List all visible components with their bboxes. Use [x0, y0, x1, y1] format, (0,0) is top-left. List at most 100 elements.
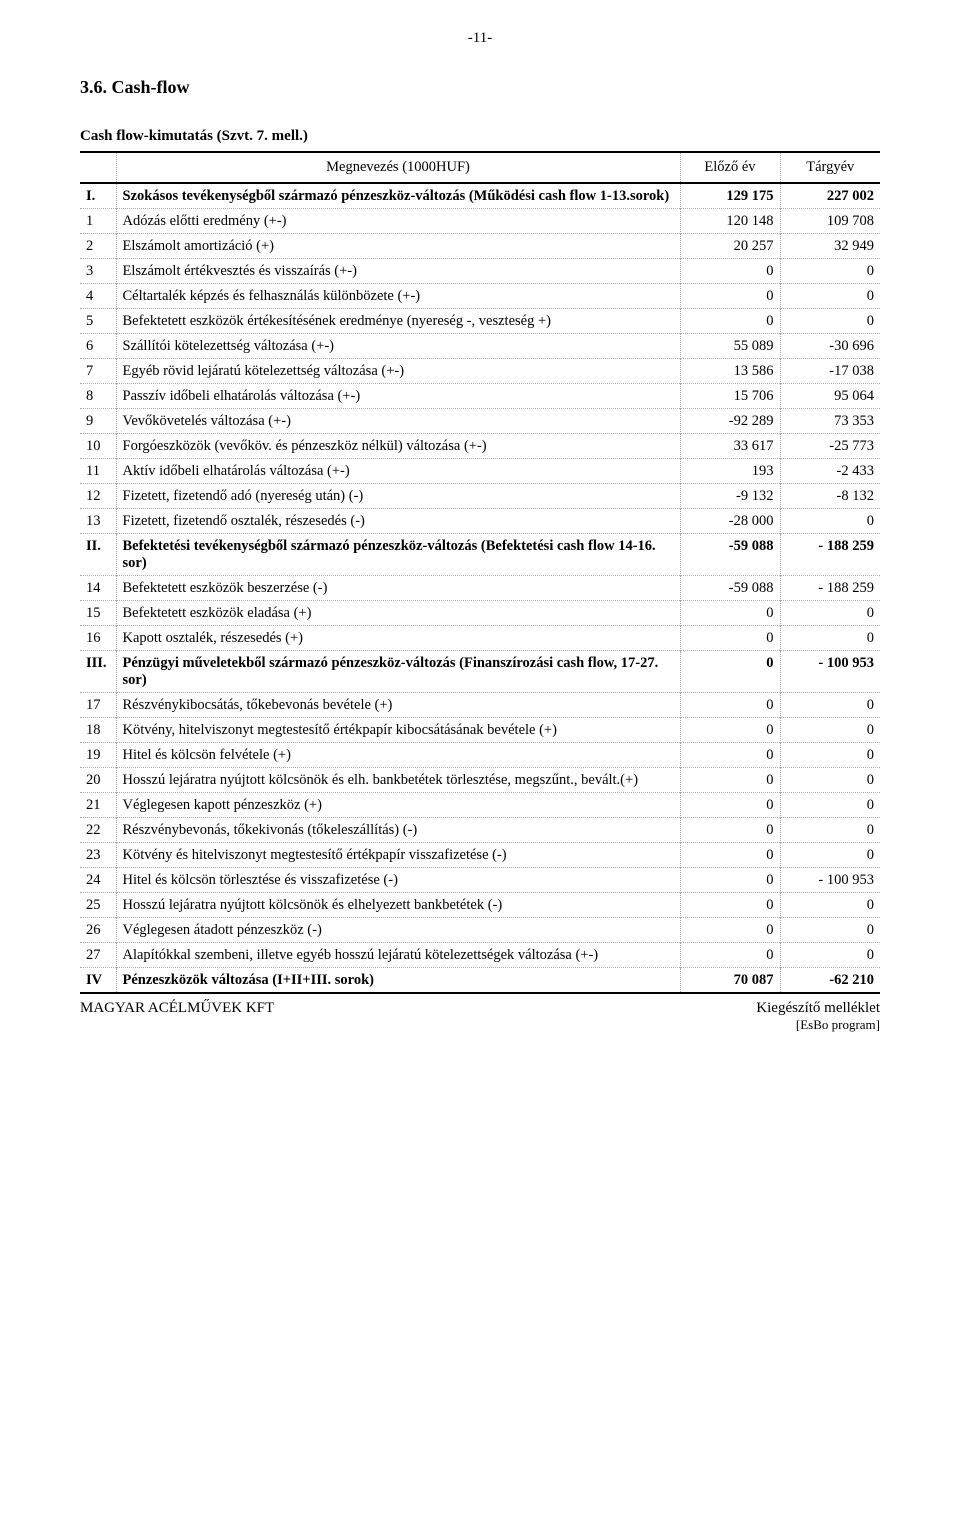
row-number: 14 [80, 576, 116, 601]
table-row: 7Egyéb rövid lejáratú kötelezettség vált… [80, 359, 880, 384]
row-label: Hosszú lejáratra nyújtott kölcsönök és e… [116, 768, 680, 793]
row-label: Pénzügyi műveletekből származó pénzeszkö… [116, 651, 680, 693]
table-row: 26Véglegesen átadott pénzeszköz (-)00 [80, 918, 880, 943]
row-curr: -30 696 [780, 334, 880, 359]
table-row: I.Szokásos tevékenységből származó pénze… [80, 183, 880, 209]
row-curr: 0 [780, 768, 880, 793]
table-row: 18Kötvény, hitelviszonyt megtestesítő ér… [80, 718, 880, 743]
row-curr: 95 064 [780, 384, 880, 409]
row-label: Passzív időbeli elhatárolás változása (+… [116, 384, 680, 409]
row-number: III. [80, 651, 116, 693]
row-label: Aktív időbeli elhatárolás változása (+-) [116, 459, 680, 484]
section-heading: 3.6. Cash-flow [80, 77, 880, 98]
row-number: IV [80, 968, 116, 994]
row-curr: 73 353 [780, 409, 880, 434]
row-curr: 0 [780, 693, 880, 718]
row-prev: 0 [680, 893, 780, 918]
row-prev: 0 [680, 718, 780, 743]
row-curr: 0 [780, 893, 880, 918]
row-number: 27 [80, 943, 116, 968]
row-number: I. [80, 183, 116, 209]
row-prev: -92 289 [680, 409, 780, 434]
row-prev: 55 089 [680, 334, 780, 359]
row-curr: 227 002 [780, 183, 880, 209]
table-row: 9Vevőkövetelés változása (+-)-92 28973 3… [80, 409, 880, 434]
table-title: Cash flow-kimutatás (Szvt. 7. mell.) [80, 128, 880, 145]
row-curr: -62 210 [780, 968, 880, 994]
row-prev: 0 [680, 284, 780, 309]
row-number: 4 [80, 284, 116, 309]
row-curr: 0 [780, 918, 880, 943]
table-row: 21Véglegesen kapott pénzeszköz (+)00 [80, 793, 880, 818]
table-row: 4Céltartalék képzés és felhasználás külö… [80, 284, 880, 309]
row-curr: 0 [780, 259, 880, 284]
row-prev: -9 132 [680, 484, 780, 509]
row-label: Kötvény, hitelviszonyt megtestesítő érté… [116, 718, 680, 743]
row-label: Hosszú lejáratra nyújtott kölcsönök és e… [116, 893, 680, 918]
table-row: 15Befektetett eszközök eladása (+)00 [80, 601, 880, 626]
row-prev: 0 [680, 818, 780, 843]
row-prev: 0 [680, 309, 780, 334]
row-label: Adózás előtti eredmény (+-) [116, 209, 680, 234]
row-number: 21 [80, 793, 116, 818]
row-curr: -2 433 [780, 459, 880, 484]
row-label: Vevőkövetelés változása (+-) [116, 409, 680, 434]
row-prev: -59 088 [680, 576, 780, 601]
row-number: 8 [80, 384, 116, 409]
table-row: 14Befektetett eszközök beszerzése (-)-59… [80, 576, 880, 601]
table-row: 27Alapítókkal szembeni, illetve egyéb ho… [80, 943, 880, 968]
row-prev: 0 [680, 743, 780, 768]
row-number: 17 [80, 693, 116, 718]
row-label: Befektetett eszközök eladása (+) [116, 601, 680, 626]
row-prev: 0 [680, 693, 780, 718]
row-curr: 0 [780, 718, 880, 743]
row-prev: -28 000 [680, 509, 780, 534]
row-number: 19 [80, 743, 116, 768]
header-prev: Előző év [680, 152, 780, 183]
table-row: II.Befektetési tevékenységből származó p… [80, 534, 880, 576]
row-label: Befektetési tevékenységből származó pénz… [116, 534, 680, 576]
row-label: Pénzeszközök változása (I+II+III. sorok) [116, 968, 680, 994]
row-prev: 0 [680, 793, 780, 818]
cash-flow-table: Megnevezés (1000HUF) Előző év Tárgyév I.… [80, 151, 880, 994]
table-row: 19Hitel és kölcsön felvétele (+)00 [80, 743, 880, 768]
row-curr: 0 [780, 793, 880, 818]
row-label: Céltartalék képzés és felhasználás külön… [116, 284, 680, 309]
row-curr: 0 [780, 818, 880, 843]
row-number: 2 [80, 234, 116, 259]
row-curr: 0 [780, 284, 880, 309]
row-prev: 0 [680, 943, 780, 968]
row-label: Részvénykibocsátás, tőkebevonás bevétele… [116, 693, 680, 718]
row-prev: 0 [680, 868, 780, 893]
table-body: I.Szokásos tevékenységből származó pénze… [80, 183, 880, 993]
table-row: 6Szállítói kötelezettség változása (+-)5… [80, 334, 880, 359]
row-number: 12 [80, 484, 116, 509]
row-number: 10 [80, 434, 116, 459]
row-label: Elszámolt értékvesztés és visszaírás (+-… [116, 259, 680, 284]
table-row: 25Hosszú lejáratra nyújtott kölcsönök és… [80, 893, 880, 918]
table-row: 24Hitel és kölcsön törlesztése és vissza… [80, 868, 880, 893]
row-prev: 20 257 [680, 234, 780, 259]
table-row: 12Fizetett, fizetendő adó (nyereség után… [80, 484, 880, 509]
row-label: Elszámolt amortizáció (+) [116, 234, 680, 259]
row-label: Véglegesen átadott pénzeszköz (-) [116, 918, 680, 943]
row-number: 9 [80, 409, 116, 434]
footer-sub: [EsBo program] [756, 1017, 880, 1033]
row-number: 16 [80, 626, 116, 651]
row-number: 24 [80, 868, 116, 893]
row-prev: 70 087 [680, 968, 780, 994]
row-curr: -17 038 [780, 359, 880, 384]
row-prev: 0 [680, 259, 780, 284]
table-row: 5Befektetett eszközök értékesítésének er… [80, 309, 880, 334]
row-label: Kötvény és hitelviszonyt megtestesítő ér… [116, 843, 680, 868]
table-row: 17Részvénykibocsátás, tőkebevonás bevéte… [80, 693, 880, 718]
row-curr: 0 [780, 601, 880, 626]
row-label: Kapott osztalék, részesedés (+) [116, 626, 680, 651]
table-row: 16Kapott osztalék, részesedés (+)00 [80, 626, 880, 651]
row-label: Fizetett, fizetendő osztalék, részesedés… [116, 509, 680, 534]
table-row: 20Hosszú lejáratra nyújtott kölcsönök és… [80, 768, 880, 793]
row-prev: 0 [680, 651, 780, 693]
row-curr: 0 [780, 509, 880, 534]
row-label: Részvénybevonás, tőkekivonás (tőkeleszál… [116, 818, 680, 843]
row-curr: 0 [780, 943, 880, 968]
